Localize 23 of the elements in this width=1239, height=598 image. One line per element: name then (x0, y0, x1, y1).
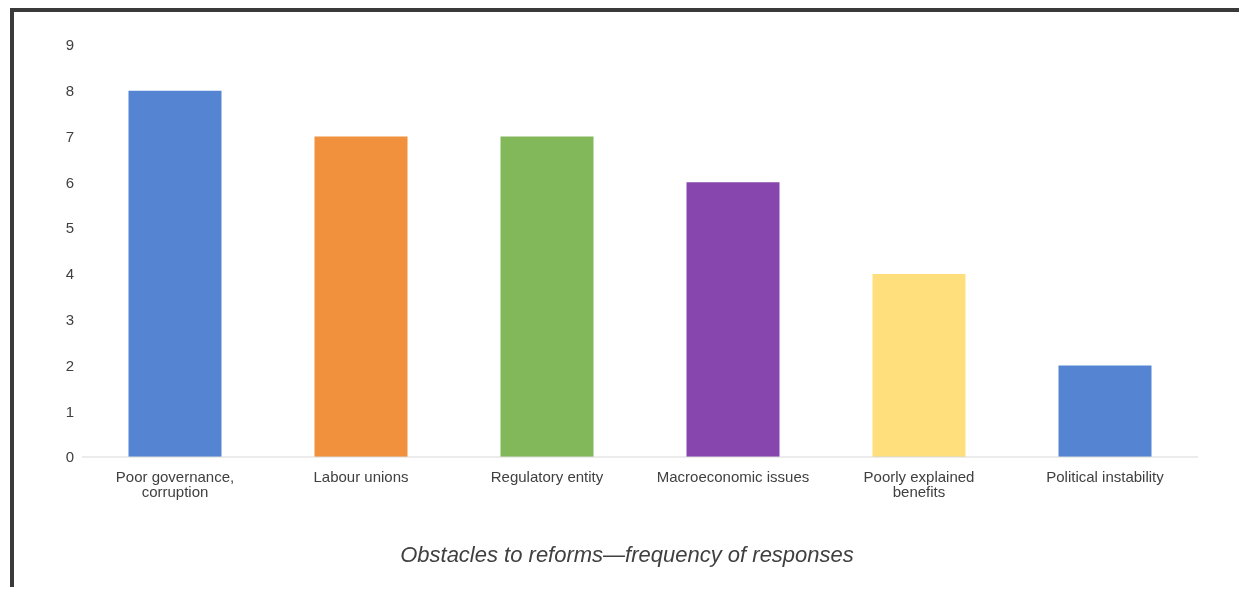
y-tick-label: 6 (65, 173, 74, 191)
text: Obstacles to reforms—frequency of responses (399, 542, 855, 568)
x-tick-label: Macroeconomic issues (656, 467, 810, 485)
y-tick-label: 5 (65, 219, 74, 237)
bar (686, 182, 780, 457)
x-tick-label: Poorly explained benefits (863, 467, 975, 500)
bar (128, 90, 222, 457)
bar (872, 273, 966, 457)
y-tick-label: 3 (65, 310, 74, 328)
y-tick-label: 2 (65, 356, 74, 374)
bar (1058, 365, 1152, 457)
x-tick-label: Political instability (1046, 467, 1165, 485)
y-tick-label: 9 (65, 36, 74, 54)
y-tick-label: 0 (65, 448, 74, 466)
y-tick-label: 8 (65, 82, 74, 100)
y-tick-label: 7 (65, 127, 74, 145)
x-tick-label: Labour unions (313, 467, 409, 485)
x-tick-label: Regulatory entity (490, 467, 604, 485)
bar (314, 136, 408, 457)
x-tick-label: Poor governance, corruption (115, 467, 235, 500)
y-tick-label: 4 (65, 265, 74, 283)
bar (500, 136, 594, 457)
y-tick-label: 1 (65, 402, 74, 420)
